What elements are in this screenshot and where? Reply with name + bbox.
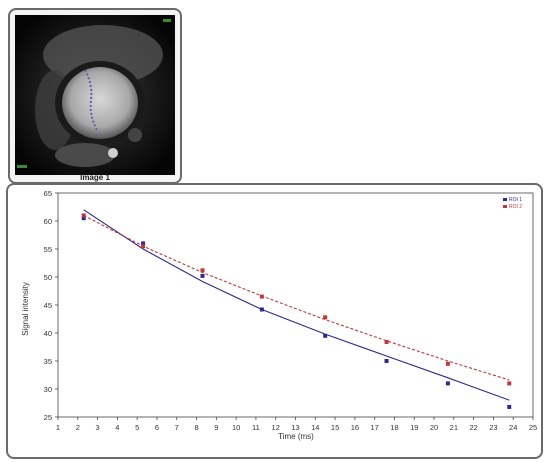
x-tick-label: 14 [311, 423, 319, 432]
data-point-series-2 [507, 381, 512, 386]
x-tick-label: 24 [509, 423, 517, 432]
data-point-series-2 [323, 315, 328, 320]
x-tick-label: 11 [252, 423, 260, 432]
x-tick-label: 12 [272, 423, 280, 432]
data-point-series-2 [81, 213, 86, 218]
y-tick-label: 65 [44, 189, 52, 198]
legend-label: ROI 1 [509, 197, 522, 203]
x-tick-label: 25 [529, 423, 537, 432]
data-point-series-1 [200, 273, 205, 278]
y-tick-label: 25 [44, 413, 52, 422]
y-tick-label: 30 [44, 385, 52, 394]
x-tick-label: 21 [450, 423, 458, 432]
mri-image-drawing [15, 15, 175, 175]
data-point-series-1 [141, 241, 146, 246]
x-tick-label: 1 [56, 423, 60, 432]
mri-image[interactable] [15, 15, 175, 175]
legend-swatch [503, 198, 507, 201]
x-tick-label: 18 [390, 423, 398, 432]
x-tick-label: 20 [430, 423, 438, 432]
y-tick-label: 35 [44, 357, 52, 366]
x-tick-label: 19 [410, 423, 418, 432]
data-point-series-2 [200, 268, 205, 273]
data-point-series-1 [323, 333, 328, 338]
legend-swatch [503, 205, 507, 208]
data-point-series-1 [384, 359, 389, 363]
x-tick-label: 22 [469, 423, 477, 432]
x-tick-label: 8 [194, 423, 198, 432]
fit-lines [83, 209, 510, 401]
x-tick-label: 4 [115, 423, 119, 432]
data-point-series-2 [259, 294, 264, 299]
data-point-series-1 [507, 404, 512, 409]
x-tick-label: 15 [331, 423, 339, 432]
fit-line-series-1 [83, 209, 510, 401]
data-points [81, 213, 512, 409]
x-tick-label: 2 [76, 423, 80, 432]
legend-label: ROI 2 [509, 204, 522, 210]
y-tick-label: 60 [44, 217, 52, 226]
data-point-series-2 [141, 244, 146, 249]
x-tick-label: 5 [135, 423, 139, 432]
x-tick-label: 10 [232, 423, 240, 432]
data-point-series-1 [259, 307, 264, 312]
data-point-series-2 [384, 339, 389, 344]
data-point-series-1 [445, 381, 450, 386]
y-tick-label: 45 [44, 301, 52, 310]
x-tick-label: 17 [370, 423, 378, 432]
x-tick-label: 9 [214, 423, 218, 432]
data-point-series-2 [445, 361, 450, 366]
fit-line-series-2 [83, 214, 510, 381]
y-tick-label: 50 [44, 273, 52, 282]
x-tick-label: 3 [95, 423, 99, 432]
x-tick-label: 13 [291, 423, 299, 432]
y-tick-label: 40 [44, 329, 52, 338]
image-thumbnail-panel[interactable]: Image 1 [8, 8, 182, 184]
data-point-series-1 [81, 216, 86, 221]
x-tick-label: 23 [489, 423, 497, 432]
y-tick-label: 55 [44, 245, 52, 254]
y-axis-label: Signal intensity [21, 282, 30, 336]
x-axis-ticks: 1 2 3 4 5 6 7 8 9 10 11 12 13 14 15 16 17 18 19 20 21 22 23 24 2… [56, 417, 537, 432]
y-axis-ticks: 25 30 35 40 45 50 55 60 65 [44, 189, 58, 422]
x-tick-label: 7 [175, 423, 179, 432]
chart-panel: 25 30 35 40 45 50 55 60 65 1 2 3 4 5 6 7 8 9 10 11 12 13 14 15… [6, 183, 543, 459]
x-axis-label: Time (ms) [278, 432, 314, 441]
x-tick-label: 6 [155, 423, 159, 432]
x-tick-label: 16 [351, 423, 359, 432]
image-caption: Image 1 [80, 173, 110, 182]
